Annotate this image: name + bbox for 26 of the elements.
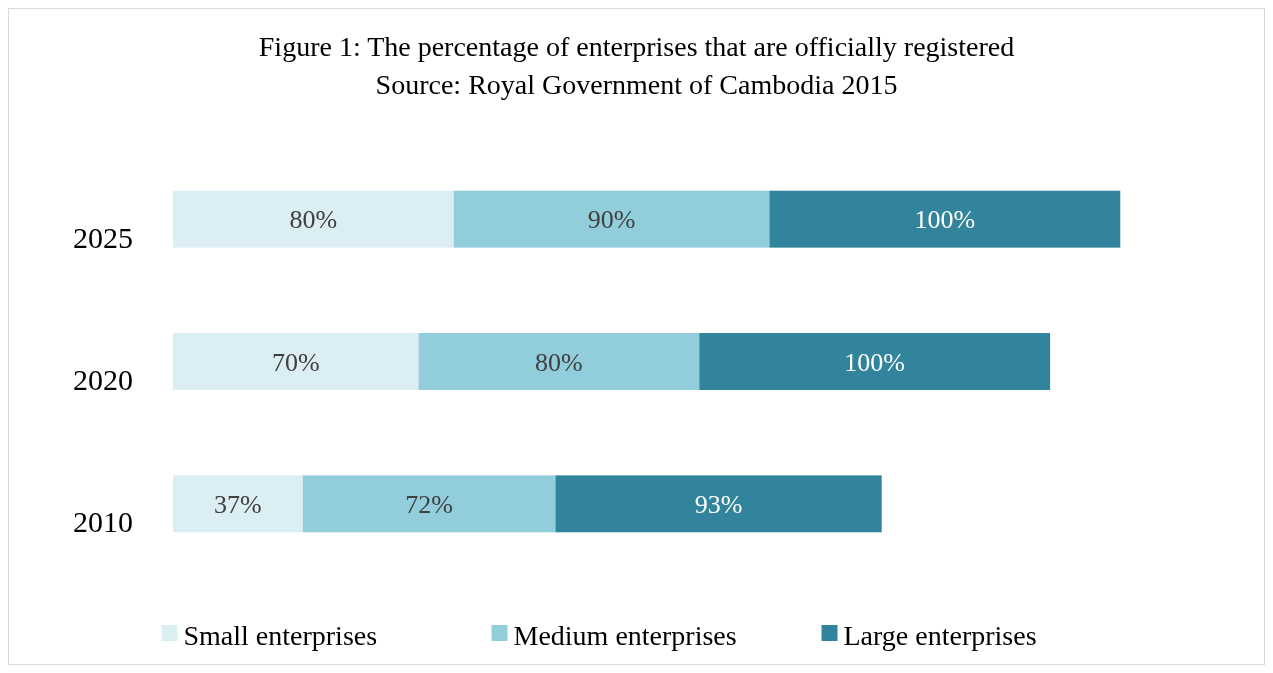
legend-label: Large enterprises: [843, 619, 1037, 651]
bar: [173, 333, 419, 390]
bar: [173, 190, 454, 248]
bar: [302, 475, 556, 533]
data-label: 100%: [844, 347, 906, 377]
data-label: 70%: [271, 347, 320, 377]
bar: [453, 190, 770, 248]
y-tick-label: 2020: [73, 362, 133, 396]
legend-label: Medium enterprises: [513, 619, 737, 651]
bar: [173, 475, 303, 533]
data-label: 90%: [587, 205, 636, 235]
data-label: 72%: [405, 489, 453, 519]
chart-title: Figure 1: The percentage of enterprises that are officially registered: [258, 31, 1015, 62]
data-label: 37%: [214, 489, 262, 519]
source-note: Source: Royal Government of Cambodia 2015: [375, 69, 898, 100]
legend-label: Small enterprises: [183, 619, 378, 651]
data-label: 100%: [914, 205, 976, 235]
bar: [418, 333, 700, 390]
y-tick-label: 2010: [73, 505, 133, 539]
data-label: 93%: [694, 489, 743, 519]
bar: [699, 333, 1051, 390]
bar: [769, 190, 1121, 248]
y-tick-label: 2025: [73, 220, 133, 254]
bar: [555, 475, 882, 533]
data-label: 80%: [289, 205, 338, 235]
data-label: 80%: [535, 347, 583, 377]
